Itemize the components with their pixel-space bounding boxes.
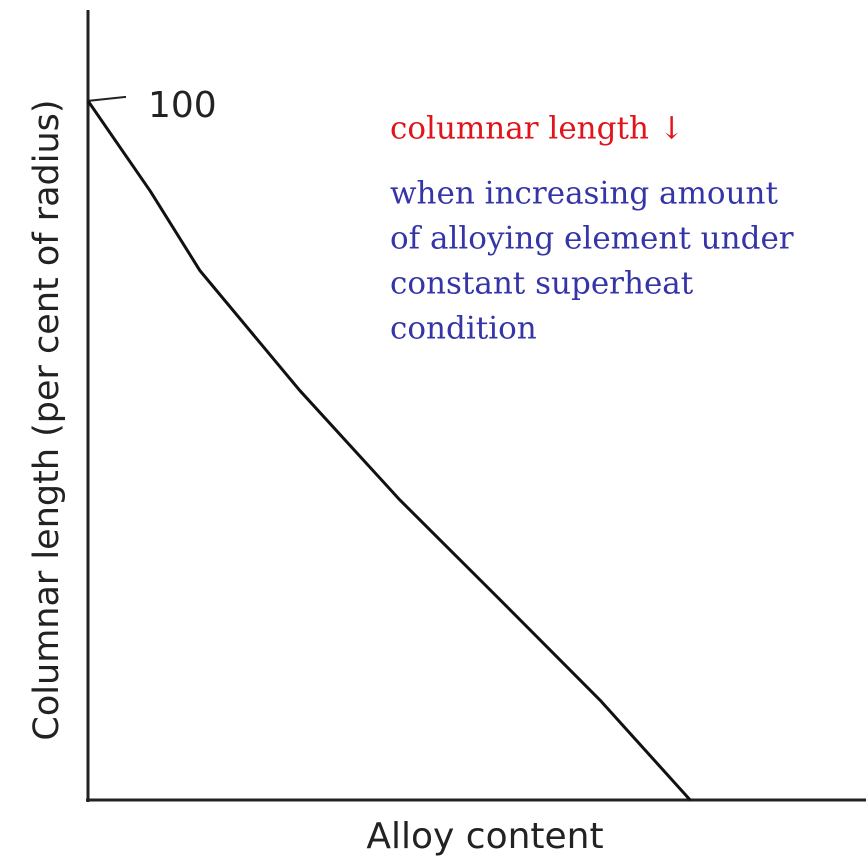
y-tick-label: 100 [148,85,217,126]
annotation: of alloying element under [390,221,794,257]
y-axis-label: Columnar length (per cent of radius) [27,99,67,740]
annotation: condition [390,311,537,347]
annotation: constant superheat [390,266,694,302]
line [86,100,692,802]
annotation: when increasing amount [390,176,779,212]
annotation: columnar length ↓ [390,111,685,147]
y-tick [87,95,127,102]
x-axis-label: Alloy content [366,816,603,857]
